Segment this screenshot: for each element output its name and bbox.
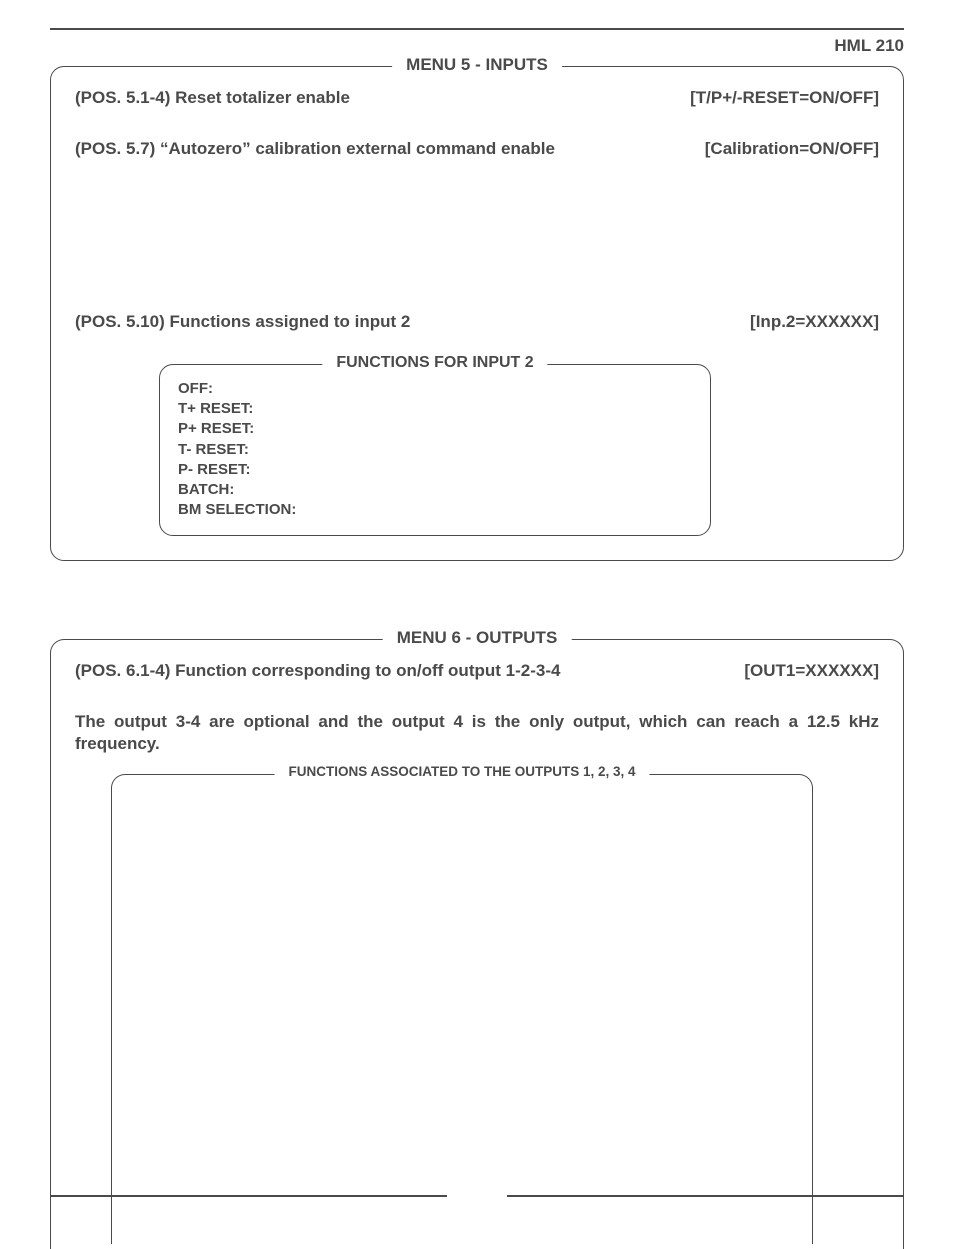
- menu5-row-1-value: [T/P+/-RESET=ON/OFF]: [690, 87, 879, 110]
- menu5-title: MENU 5 - INPUTS: [392, 55, 562, 75]
- menu5-row-3: (POS. 5.10) Functions assigned to input …: [75, 311, 879, 334]
- list-item: OFF:: [178, 379, 692, 399]
- list-item: BM SELECTION:: [178, 500, 692, 520]
- functions-input2-title: FUNCTIONS FOR INPUT 2: [322, 354, 547, 372]
- menu5-row-2-label: (POS. 5.7) “Autozero” calibration extern…: [75, 138, 705, 161]
- footer-rule-right: [507, 1195, 904, 1197]
- functions-input2-box: FUNCTIONS FOR INPUT 2 OFF: T+ RESET: P+ …: [159, 364, 711, 536]
- list-item: P- RESET:: [178, 460, 692, 480]
- functions-outputs-title: FUNCTIONS ASSOCIATED TO THE OUTPUTS 1, 2…: [274, 764, 649, 779]
- footer-rule-left: [50, 1195, 447, 1197]
- menu5-row-3-label: (POS. 5.10) Functions assigned to input …: [75, 311, 750, 334]
- list-item: T- RESET:: [178, 440, 692, 460]
- menu6-row-1-label: (POS. 6.1-4) Function corresponding to o…: [75, 660, 744, 683]
- menu5-box: MENU 5 - INPUTS (POS. 5.1-4) Reset total…: [50, 66, 904, 561]
- functions-input2-list: OFF: T+ RESET: P+ RESET: T- RESET: P- RE…: [178, 379, 692, 521]
- header-rule: [50, 28, 904, 30]
- page: HML 210 MENU 5 - INPUTS (POS. 5.1-4) Res…: [0, 0, 954, 1235]
- menu5-row-2-value: [Calibration=ON/OFF]: [705, 138, 879, 161]
- menu6-title: MENU 6 - OUTPUTS: [383, 628, 572, 648]
- menu6-row-1-value: [OUT1=XXXXXX]: [744, 660, 879, 683]
- menu5-row-1: (POS. 5.1-4) Reset totalizer enable [T/P…: [75, 87, 879, 110]
- menu5-row-2: (POS. 5.7) “Autozero” calibration extern…: [75, 138, 879, 161]
- list-item: T+ RESET:: [178, 399, 692, 419]
- menu5-row-1-label: (POS. 5.1-4) Reset totalizer enable: [75, 87, 690, 110]
- menu6-note: The output 3-4 are optional and the outp…: [75, 711, 879, 757]
- list-item: BATCH:: [178, 480, 692, 500]
- menu6-row-1: (POS. 6.1-4) Function corresponding to o…: [75, 660, 879, 683]
- document-id: HML 210: [50, 36, 904, 56]
- menu6-box: MENU 6 - OUTPUTS (POS. 6.1-4) Function c…: [50, 639, 904, 1249]
- footer-rules: [50, 1195, 904, 1197]
- list-item: P+ RESET:: [178, 419, 692, 439]
- menu5-row-3-value: [Inp.2=XXXXXX]: [750, 311, 879, 334]
- functions-outputs-box: FUNCTIONS ASSOCIATED TO THE OUTPUTS 1, 2…: [111, 774, 813, 1244]
